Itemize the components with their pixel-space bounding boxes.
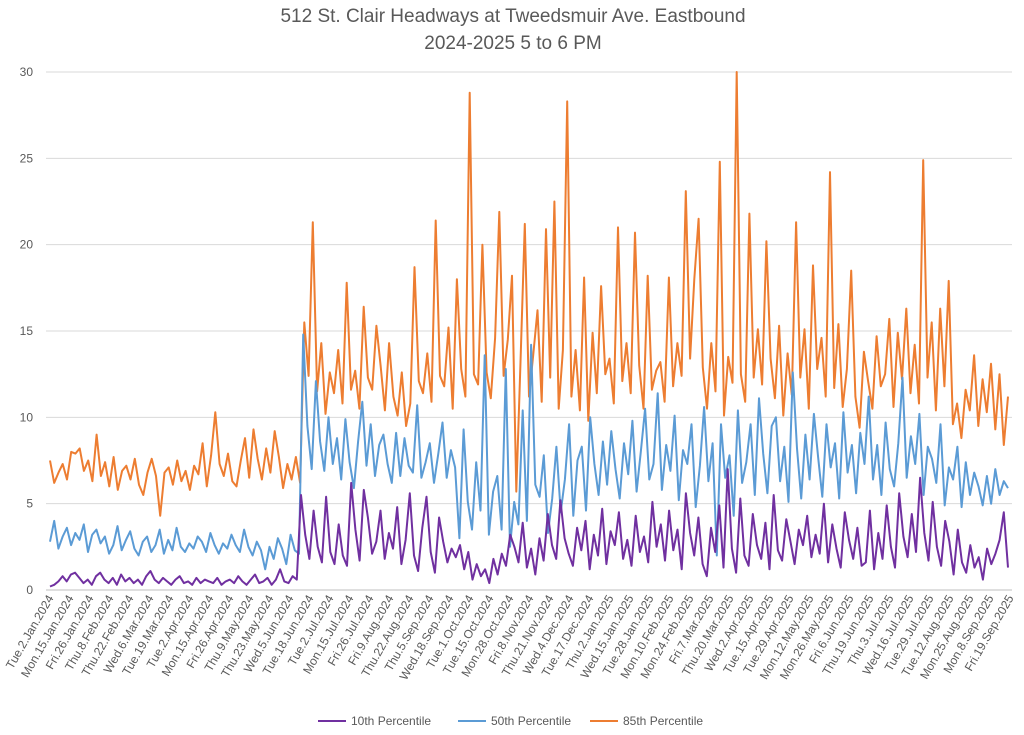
y-tick-label: 0 — [26, 583, 33, 597]
gridlines — [46, 71, 1012, 591]
legend: 10th Percentile 50th Percentile 85th Perce… — [318, 714, 703, 728]
y-tick-label: 25 — [20, 151, 34, 165]
y-axis-ticks: 0 5 10 15 20 25 30 — [20, 65, 34, 597]
y-tick-label: 15 — [20, 324, 34, 338]
legend-label: 10th Percentile — [351, 714, 431, 728]
y-tick-label: 5 — [26, 497, 33, 511]
legend-label: 85th Percentile — [623, 714, 703, 728]
series-line-50th-percentile — [49, 333, 1009, 571]
chart-subtitle: 2024-2025 5 to 6 PM — [424, 33, 601, 54]
x-axis-ticks: Tue.2.Jan.2024Mon.15.Jan.2024Fri.26.Jan.… — [3, 592, 1017, 682]
series-line-10th-percentile — [49, 468, 1009, 588]
y-tick-label: 10 — [20, 410, 34, 424]
y-tick-label: 30 — [20, 65, 34, 79]
legend-label: 50th Percentile — [491, 714, 571, 728]
y-tick-label: 20 — [20, 238, 34, 252]
series-lines — [49, 71, 1009, 588]
chart-title: 512 St. Clair Headways at Tweedsmuir Ave… — [280, 6, 745, 27]
